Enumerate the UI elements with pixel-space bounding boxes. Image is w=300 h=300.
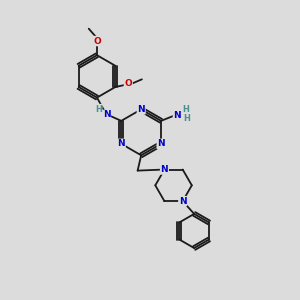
- Text: H: H: [95, 105, 102, 114]
- Text: N: N: [157, 139, 165, 148]
- Text: N: N: [173, 111, 181, 120]
- Text: N: N: [137, 105, 145, 114]
- Text: N: N: [160, 165, 168, 174]
- Text: N: N: [118, 139, 125, 148]
- Text: N: N: [179, 196, 187, 206]
- Text: H: H: [183, 114, 190, 123]
- Text: N: N: [103, 110, 110, 119]
- Text: H: H: [182, 105, 189, 114]
- Text: O: O: [93, 37, 101, 46]
- Text: O: O: [124, 79, 132, 88]
